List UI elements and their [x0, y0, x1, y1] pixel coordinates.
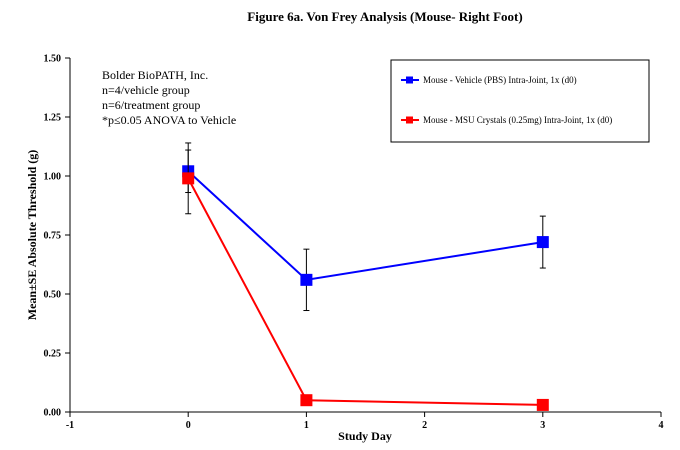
- x-tick-label: -1: [66, 420, 74, 431]
- x-tick-label: 2: [422, 420, 427, 431]
- legend-box: [390, 59, 650, 143]
- x-axis-label: Study Day: [338, 429, 392, 443]
- x-axis-ticks: -1 0 1 2 3 4: [66, 412, 664, 431]
- x-tick-label: 4: [659, 420, 664, 431]
- x-tick-label: 1: [304, 420, 309, 431]
- legend-label: Mouse - Vehicle (PBS) Intra-Joint, 1x (d…: [423, 75, 577, 85]
- legend-marker: [406, 116, 413, 124]
- series-2: [182, 142, 549, 411]
- series-line: [187, 177, 543, 406]
- series-layer: [182, 142, 549, 411]
- y-tick-label: 0.00: [44, 408, 62, 419]
- annotation-line: Bolder BioPATH, Inc.: [102, 68, 208, 82]
- series-line: [187, 170, 543, 281]
- annotation-line: n=6/treatment group: [102, 98, 200, 112]
- annotation-line: n=4/vehicle group: [102, 83, 190, 97]
- y-axis-ticks: 0.00 0.25 0.50 0.75 1.00 1.25 1.50: [44, 54, 70, 419]
- data-point: [182, 172, 195, 185]
- data-point: [300, 273, 313, 286]
- y-axis-label: Mean±SE Absolute Threshold (g): [25, 150, 39, 321]
- y-tick-label: 0.75: [44, 231, 62, 242]
- series-1: [182, 149, 549, 312]
- x-tick-label: 0: [186, 420, 191, 431]
- x-tick-label: 3: [540, 420, 545, 431]
- legend: Mouse - Vehicle (PBS) Intra-Joint, 1x (d…: [390, 59, 650, 143]
- legend-label: Mouse - MSU Crystals (0.25mg) Intra-Join…: [423, 115, 612, 125]
- y-tick-label: 0.25: [44, 349, 62, 360]
- data-point: [536, 236, 549, 249]
- y-tick-label: 1.50: [44, 54, 62, 65]
- annotation-block: Bolder BioPATH, Inc.n=4/vehicle groupn=6…: [102, 68, 236, 127]
- chart-title: Figure 6a. Von Frey Analysis (Mouse- Rig…: [247, 9, 522, 24]
- data-point: [300, 394, 313, 407]
- y-tick-label: 1.25: [44, 113, 62, 124]
- data-point: [536, 398, 549, 411]
- annotation-line: *p≤0.05 ANOVA to Vehicle: [102, 113, 236, 127]
- y-tick-label: 0.50: [44, 290, 62, 301]
- y-tick-label: 1.00: [44, 172, 62, 183]
- legend-marker: [406, 76, 413, 84]
